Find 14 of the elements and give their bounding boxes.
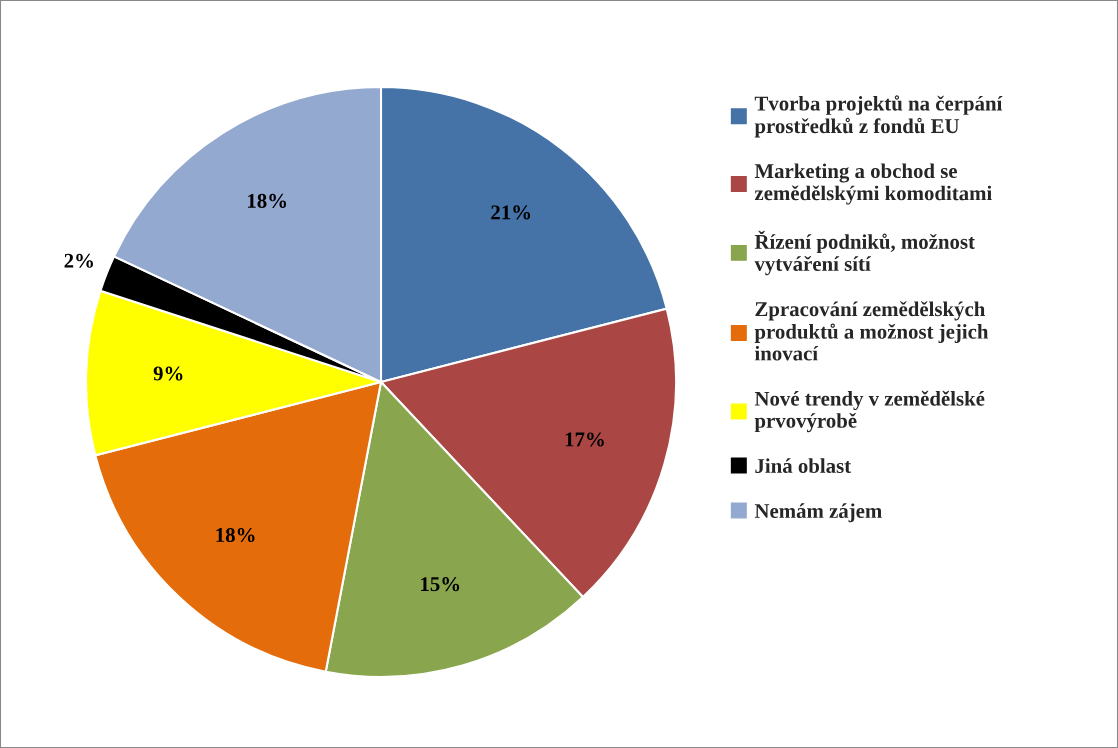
data-label: 15% [421, 577, 460, 592]
legend-label: Marketing a obchod se zemědělskými komoditami [754, 163, 992, 205]
legend-label: Jiná oblast [755, 458, 852, 473]
legend-label: Řízení podniků, možnost vytváření sítí [754, 230, 975, 276]
legend-label: Nemám zájem [754, 503, 882, 523]
data-label: 18% [248, 193, 287, 208]
data-label: 2% [64, 253, 93, 268]
data-label: 9% [153, 366, 183, 381]
data-label: 18% [216, 527, 255, 543]
legend-label: Zpracování zemědělských produktů a možnost jejich inovací [754, 301, 989, 361]
data-label: 17% [565, 432, 604, 447]
legend-label: Tvorba projektů na čerpání prostředků z fondů EU [754, 95, 1003, 138]
data-label: 21% [491, 205, 531, 220]
legend-label: Nové trendy v zemědělské prvovýrobě [754, 390, 985, 433]
